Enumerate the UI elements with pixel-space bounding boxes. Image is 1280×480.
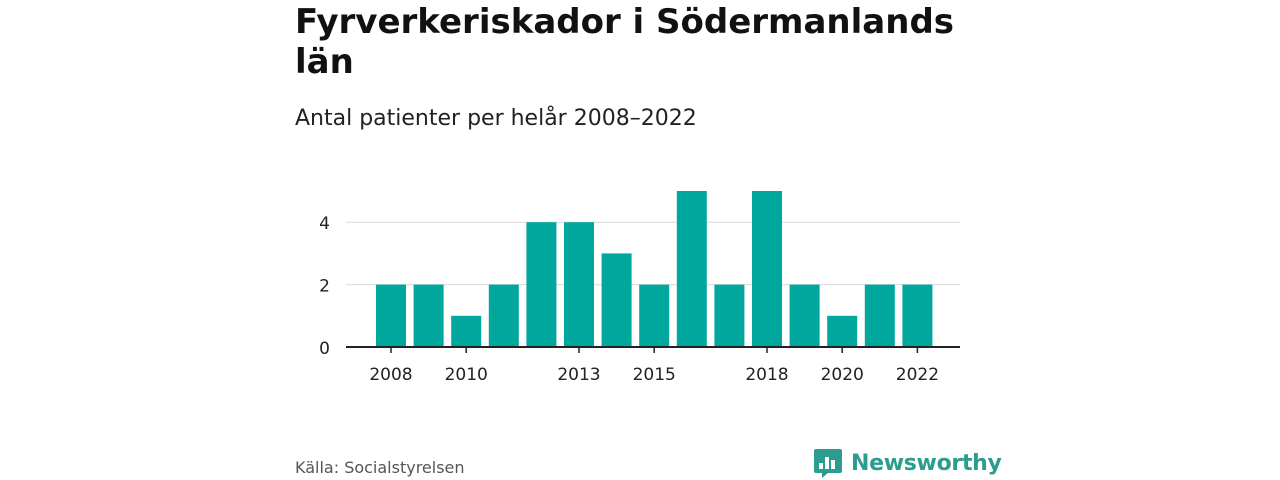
x-tick-label: 2022 [896, 365, 939, 385]
x-tick-label: 2010 [445, 365, 488, 385]
bar-2022 [902, 284, 933, 347]
bar-2015 [639, 284, 670, 347]
bar-2013 [564, 222, 594, 347]
newsworthy-logo: Newsworthy [813, 447, 1002, 479]
bar-2012 [526, 222, 557, 347]
source-note: Källa: Socialstyrelsen [295, 458, 465, 477]
x-tick-label: 2018 [745, 365, 788, 385]
x-tick-label: 2015 [633, 365, 676, 385]
x-tick-label: 2013 [557, 365, 600, 385]
y-tick-label: 4 [319, 214, 330, 234]
chart-subtitle: Antal patienter per helår 2008–2022 [295, 106, 697, 131]
x-tick-label: 2020 [821, 365, 864, 385]
bar-chart-logo-icon [814, 449, 842, 478]
bar-2009 [413, 284, 444, 347]
bar-2014 [601, 253, 632, 347]
bar-2008 [376, 284, 406, 347]
bar-2018 [752, 191, 782, 347]
bar-chart: 0 2 4 2008 2010 2013 2015 2018 2020 2022 [319, 191, 960, 385]
bar-2019 [789, 284, 820, 347]
brand-name: Newsworthy [851, 450, 1002, 476]
y-tick-label: 0 [319, 339, 330, 359]
bar-2020 [827, 315, 858, 347]
bar-2021 [864, 284, 895, 347]
bar-2017 [714, 284, 745, 347]
y-tick-label: 2 [319, 277, 330, 297]
chart-title: Fyrverkeriskador i Södermanlands län [295, 2, 955, 82]
bar-2016 [676, 191, 707, 347]
x-tick-label: 2008 [369, 365, 412, 385]
bar-2010 [451, 315, 482, 347]
bar-2011 [488, 284, 519, 347]
